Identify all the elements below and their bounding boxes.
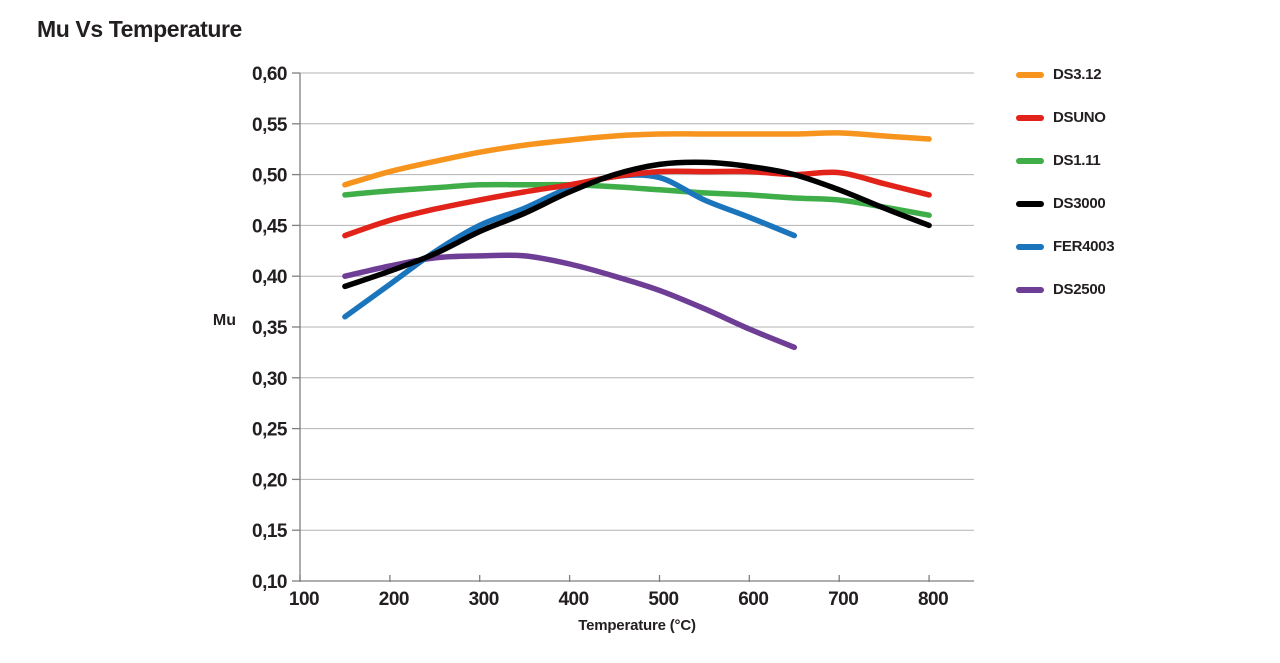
- y-tick-label: 0,30: [252, 369, 287, 390]
- y-tick-label: 0,15: [252, 521, 288, 542]
- legend-swatch: [1016, 157, 1044, 164]
- x-tick-label: 200: [379, 589, 409, 610]
- y-tick-label: 0,20: [252, 470, 287, 491]
- legend-item-ds1-11: DS1.11: [1016, 139, 1114, 182]
- legend-label: DS3000: [1053, 195, 1106, 212]
- y-tick-label: 0,45: [252, 216, 288, 237]
- y-axis-title: Mu: [212, 312, 236, 329]
- x-tick-label: 800: [918, 589, 948, 610]
- legend-item-dsuno: DSUNO: [1016, 96, 1114, 139]
- legend-label: DSUNO: [1053, 109, 1106, 126]
- series-line-ds3-12: [342, 130, 932, 188]
- series-line-dsuno: [342, 168, 932, 239]
- legend-item-ds3000: DS3000: [1016, 182, 1114, 225]
- chart-title: Mu Vs Temperature: [37, 16, 242, 42]
- y-tick-label: 0,50: [252, 166, 287, 187]
- legend-swatch: [1016, 200, 1044, 207]
- legend-swatch: [1016, 114, 1044, 121]
- legend-swatch: [1016, 286, 1044, 293]
- y-tick-label: 0,40: [252, 267, 287, 288]
- legend-swatch: [1016, 71, 1044, 78]
- chart-legend: DS3.12 DSUNO DS1.11 DS3000 FER4003 DS2500: [1016, 53, 1115, 311]
- x-tick-label: 400: [558, 589, 588, 610]
- legend-item-ds2500: DS2500: [1016, 268, 1114, 311]
- x-axis-title: Temperature (°C): [578, 617, 696, 634]
- legend-item-ds3-12: DS3.12: [1016, 53, 1114, 96]
- x-tick-label: 500: [648, 589, 678, 610]
- x-tick-label: 600: [738, 589, 768, 610]
- series-line-ds3000: [342, 159, 932, 290]
- y-tick-label: 0,55: [252, 115, 288, 136]
- y-tick-label: 0,35: [252, 318, 288, 339]
- legend-swatch: [1016, 243, 1044, 250]
- x-tick-label: 700: [828, 589, 858, 610]
- series-line-ds1-11: [342, 181, 932, 218]
- x-tick-label: 100: [289, 589, 319, 610]
- legend-label: DS2500: [1053, 281, 1106, 298]
- legend-item-fer4003: FER4003: [1016, 225, 1115, 268]
- legend-label: FER4003: [1053, 238, 1115, 255]
- y-tick-label: 0,25: [252, 420, 288, 441]
- legend-label: DS1.11: [1053, 152, 1101, 169]
- y-tick-label: 0,60: [252, 64, 287, 85]
- legend-label: DS3.12: [1053, 66, 1102, 83]
- y-tick-label: 0,10: [252, 572, 287, 593]
- x-tick-label: 300: [469, 589, 499, 610]
